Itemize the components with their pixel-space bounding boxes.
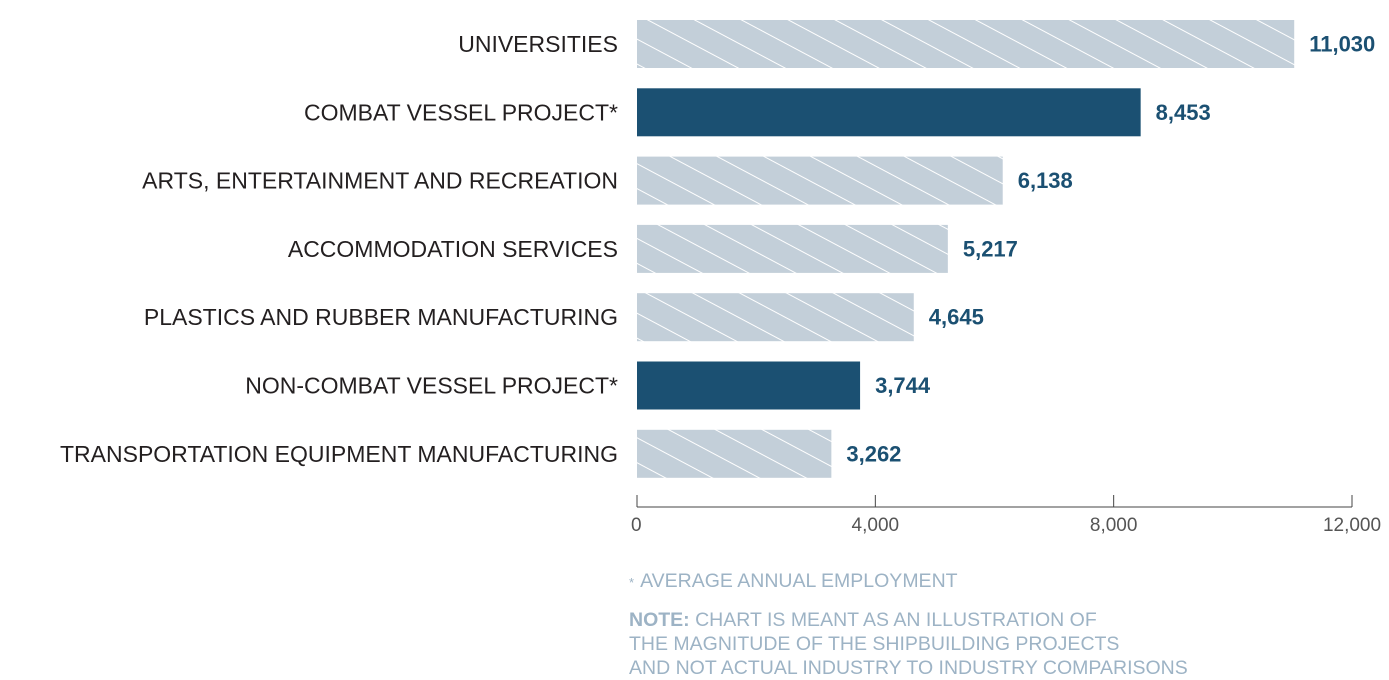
footnote-marker: * (629, 575, 635, 590)
chart-notes: * AVERAGE ANNUAL EMPLOYMENT NOTE: CHART I… (629, 569, 1369, 680)
note-line-3: AND NOT ACTUAL INDUSTRY TO INDUSTRY COMP… (629, 657, 1188, 679)
note-line-2: THE MAGNITUDE OF THE SHIPBUILDING PROJEC… (629, 633, 1120, 655)
value-label-group: 11,030 8,453 6,138 5,217 4,645 3,744 3,262 (846, 32, 1375, 467)
category-label-5: NON-COMBAT VESSEL PROJECT* (245, 373, 618, 399)
bar-4 (637, 293, 914, 342)
x-tick-label-0: 0 (631, 515, 642, 536)
x-tick-label-2: 8,000 (1090, 515, 1138, 536)
value-label-2: 6,138 (1018, 168, 1073, 193)
note-prefix: NOTE: (629, 609, 690, 631)
bar-1 (637, 88, 1141, 137)
x-tick-label-3: 12,000 (1323, 515, 1381, 536)
value-label-5: 3,744 (875, 373, 931, 398)
note-line-1: NOTE: CHART IS MEANT AS AN ILLUSTRATION … (629, 608, 1369, 632)
value-label-0: 11,030 (1309, 32, 1375, 57)
category-label-6: TRANSPORTATION EQUIPMENT MANUFACTURING (60, 441, 618, 467)
value-label-4: 4,645 (929, 305, 984, 330)
employment-bar-chart: UNIVERSITIES COMBAT VESSEL PROJECT* ARTS, … (60, 20, 1381, 536)
note: NOTE: CHART IS MEANT AS AN ILLUSTRATION … (629, 608, 1369, 680)
category-label-0: UNIVERSITIES (458, 31, 618, 57)
value-label-6: 3,262 (846, 441, 901, 466)
note-line-1-text: CHART IS MEANT AS AN ILLUSTRATION OF (695, 609, 1097, 631)
footnote: * AVERAGE ANNUAL EMPLOYMENT (629, 569, 1369, 595)
value-label-1: 8,453 (1156, 100, 1211, 125)
value-label-3: 5,217 (963, 236, 1018, 261)
category-label-group: UNIVERSITIES COMBAT VESSEL PROJECT* ARTS, … (60, 31, 618, 467)
footnote-text: AVERAGE ANNUAL EMPLOYMENT (640, 570, 958, 592)
bar-3 (637, 224, 948, 273)
category-label-4: PLASTICS AND RUBBER MANUFACTURING (144, 304, 618, 330)
category-label-1: COMBAT VESSEL PROJECT* (304, 99, 618, 125)
x-axis: 0 4,000 8,000 12,000 (631, 495, 1381, 536)
bar-2 (637, 156, 1003, 205)
bar-6 (637, 429, 832, 478)
bar-5 (637, 361, 861, 410)
category-label-3: ACCOMMODATION SERVICES (288, 236, 618, 262)
category-label-2: ARTS, ENTERTAINMENT AND RECREATION (142, 168, 618, 194)
x-tick-label-1: 4,000 (852, 515, 900, 536)
bar-0 (637, 20, 1295, 68)
bar-group (637, 20, 1295, 478)
